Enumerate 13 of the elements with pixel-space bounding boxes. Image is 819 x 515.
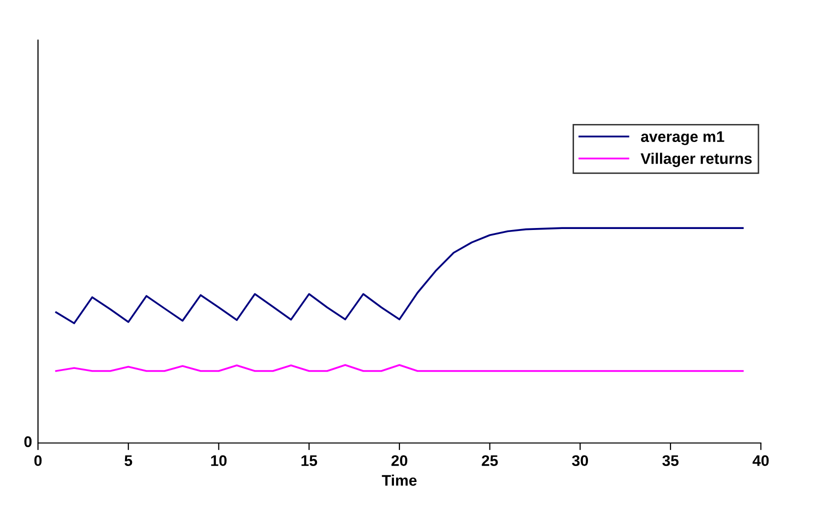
legend-label: Villager returns (640, 152, 752, 168)
x-tick-label: 20 (391, 455, 408, 466)
legend-label: average m1 (640, 131, 724, 146)
x-tick-label: 5 (124, 455, 132, 466)
x-tick-label: 25 (482, 455, 498, 466)
x-tick-label: 0 (34, 455, 42, 466)
text: 0 (24, 436, 32, 448)
x-axis-title: Time (382, 474, 417, 486)
x-tick-label: 30 (572, 455, 588, 466)
x-tick-label: 40 (752, 455, 769, 466)
x-tick-label: 15 (302, 455, 318, 466)
x-tick-label: 10 (211, 455, 227, 466)
x-tick-label: 35 (662, 455, 679, 466)
